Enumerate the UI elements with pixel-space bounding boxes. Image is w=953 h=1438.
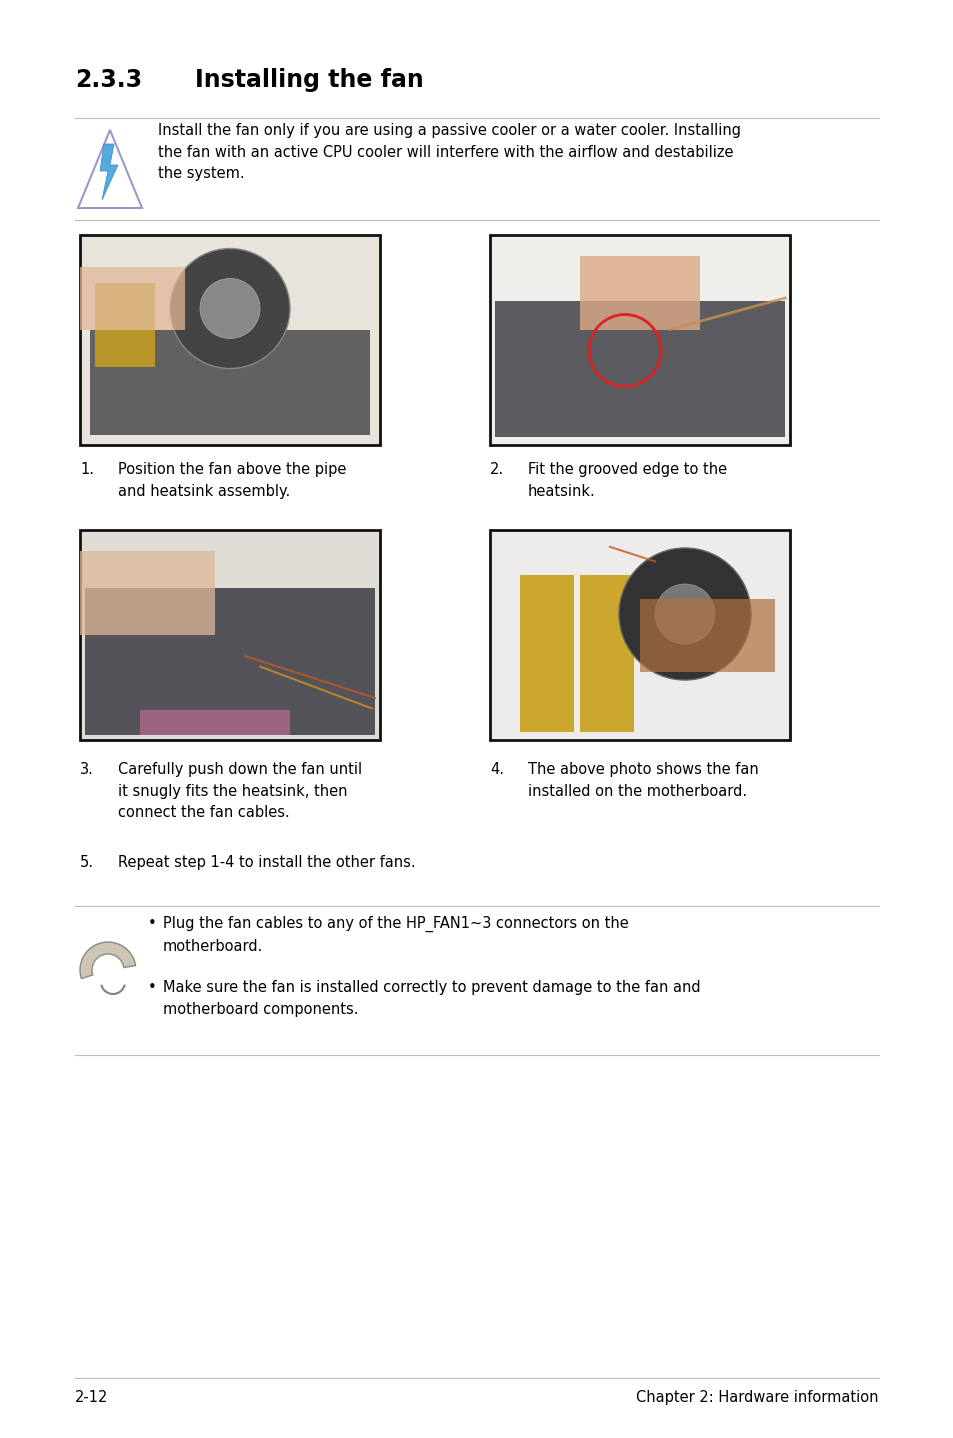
Bar: [579, 256, 700, 329]
Bar: [140, 710, 290, 735]
Text: Chapter 2: Hardware information: Chapter 2: Hardware information: [636, 1391, 878, 1405]
Text: Position the fan above the pipe
and heatsink assembly.: Position the fan above the pipe and heat…: [118, 462, 346, 499]
Text: 2-12: 2-12: [75, 1391, 109, 1405]
Bar: [519, 575, 574, 732]
Text: •: •: [148, 981, 156, 995]
Text: Fit the grooved edge to the
heatsink.: Fit the grooved edge to the heatsink.: [527, 462, 726, 499]
Text: 3.: 3.: [80, 762, 93, 777]
Text: 1.: 1.: [80, 462, 94, 477]
Text: •: •: [148, 916, 156, 930]
Text: Install the fan only if you are using a passive cooler or a water cooler. Instal: Install the fan only if you are using a …: [158, 124, 740, 181]
Circle shape: [200, 279, 260, 338]
Circle shape: [655, 584, 714, 644]
Text: Installing the fan: Installing the fan: [194, 68, 423, 92]
Text: 5.: 5.: [80, 856, 94, 870]
Bar: [80, 266, 185, 329]
Bar: [85, 588, 375, 735]
Text: The above photo shows the fan
installed on the motherboard.: The above photo shows the fan installed …: [527, 762, 758, 798]
Circle shape: [170, 249, 290, 368]
Bar: [490, 234, 789, 444]
Text: 4.: 4.: [490, 762, 503, 777]
Bar: [579, 575, 634, 732]
Text: Repeat step 1-4 to install the other fans.: Repeat step 1-4 to install the other fan…: [118, 856, 416, 870]
Bar: [495, 301, 784, 437]
Text: Plug the fan cables to any of the HP_FAN1~3 connectors on the
motherboard.: Plug the fan cables to any of the HP_FAN…: [163, 916, 628, 953]
Bar: [80, 551, 214, 636]
Bar: [80, 234, 379, 444]
Text: 2.3.3: 2.3.3: [75, 68, 142, 92]
Bar: [90, 329, 370, 436]
Bar: [95, 282, 154, 367]
Bar: [639, 598, 774, 672]
Text: 2.: 2.: [490, 462, 503, 477]
Bar: [80, 531, 379, 741]
Text: Make sure the fan is installed correctly to prevent damage to the fan and
mother: Make sure the fan is installed correctly…: [163, 981, 700, 1017]
Polygon shape: [80, 942, 135, 979]
Circle shape: [618, 548, 750, 680]
Text: Carefully push down the fan until
it snugly fits the heatsink, then
connect the : Carefully push down the fan until it snu…: [118, 762, 362, 820]
Bar: [490, 531, 789, 741]
Polygon shape: [100, 144, 118, 200]
